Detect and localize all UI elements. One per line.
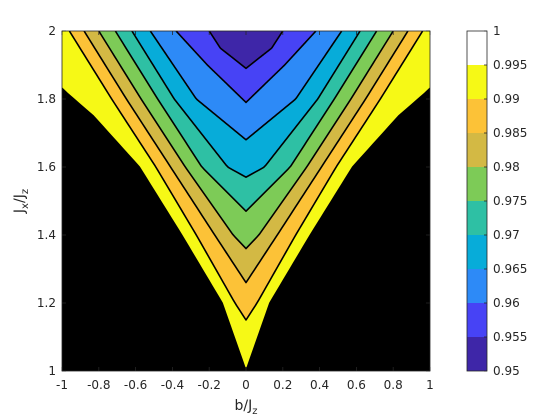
y-tick-label: 1.8: [37, 92, 56, 106]
colorbar-band: [467, 303, 487, 337]
colorbar-band: [467, 99, 487, 133]
colorbar-band: [467, 235, 487, 269]
colorbar-band: [467, 269, 487, 303]
y-tick-label: 2: [48, 24, 56, 38]
x-axis-ticks: -1 -0.8 -0.6 -0.4 -0.2 0 0.2 0.4 0.6 0.8 1: [56, 31, 434, 392]
x-tick-label: -0.6: [124, 378, 147, 392]
x-tick-label: 0: [242, 378, 250, 392]
y-tick-label: 1.2: [37, 296, 56, 310]
contour-band: [62, 88, 430, 371]
colorbar-tick-label: 0.95: [493, 364, 520, 378]
x-axis-label: b/Jz: [235, 398, 258, 417]
colorbar-tick-label: 0.97: [493, 228, 520, 242]
contour-line: [131, 31, 361, 178]
colorbar-tick-label: 0.955: [493, 330, 527, 344]
x-tick-label: 1: [426, 378, 434, 392]
contour-line: [149, 31, 343, 141]
x-tick-label: 0.2: [273, 378, 292, 392]
colorbar-tick-label: 0.975: [493, 194, 527, 208]
contour-line: [98, 31, 394, 250]
colorbar-band: [467, 167, 487, 201]
y-tick-label: 1: [48, 364, 56, 378]
colorbar-band: [467, 133, 487, 167]
colorbar: 0.95 0.955 0.96 0.965 0.97 0.975 0.98 0.985 0.99…: [466, 24, 527, 378]
plot-area: [62, 31, 430, 371]
x-tick-label: 0.8: [384, 378, 403, 392]
y-tick-label: 1.6: [37, 160, 56, 174]
contour-line: [68, 31, 424, 321]
x-tick-label: 0.6: [347, 378, 366, 392]
contour-line: [175, 31, 317, 104]
colorbar-frame: [466, 30, 488, 372]
colorbar-tick-label: 0.965: [493, 262, 527, 276]
colorbar-tick-label: 0.99: [493, 92, 520, 106]
colorbar-ticks: 0.95 0.955 0.96 0.965 0.97 0.975 0.98 0.985 0.99…: [484, 24, 527, 378]
y-axis-ticks: 1 1.2 1.4 1.6 1.8 2: [37, 24, 430, 378]
x-tick-label: -0.8: [87, 378, 110, 392]
contour-line: [62, 87, 430, 371]
x-tick-label: -0.2: [197, 378, 220, 392]
colorbar-band: [467, 65, 487, 99]
contour-line: [208, 31, 284, 70]
contour-line: [114, 31, 378, 212]
contour-line: [83, 31, 409, 284]
x-tick-label: -1: [56, 378, 68, 392]
colorbar-tick-label: 0.995: [493, 58, 527, 72]
contour-bands: [62, 31, 430, 371]
colorbar-bands: [467, 65, 487, 371]
colorbar-band: [467, 337, 487, 371]
x-tick-label: -0.4: [161, 378, 184, 392]
y-axis-label: Jx/Jz: [12, 189, 31, 214]
colorbar-tick-label: 0.98: [493, 160, 520, 174]
x-tick-label: 0.4: [310, 378, 329, 392]
colorbar-tick-label: 0.985: [493, 126, 527, 140]
colorbar-tick-label: 1: [493, 24, 501, 38]
colorbar-tick-label: 0.96: [493, 296, 520, 310]
contour-lines: [62, 31, 430, 371]
y-tick-label: 1.4: [37, 228, 56, 242]
colorbar-band: [467, 201, 487, 235]
